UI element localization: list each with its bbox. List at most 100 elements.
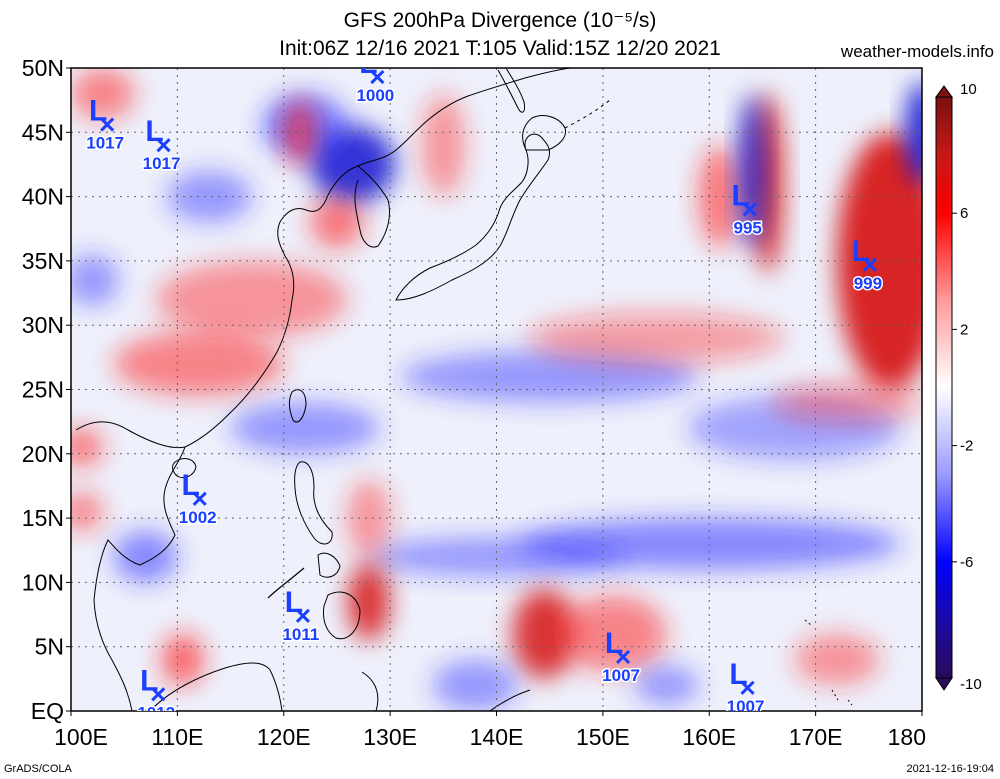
low-pressure-value: 1000 [356,86,394,105]
divergence-region-32 [634,665,699,705]
divergence-region-26 [422,93,465,197]
divergence-region-17 [368,537,625,576]
latitude-label: 25N [22,377,64,403]
lat-lon-grid [71,68,922,711]
low-pressure-value: 1002 [179,508,217,527]
divergence-region-8 [283,100,316,165]
coastline-korea [354,165,391,248]
divergence-region-28 [773,383,922,422]
coastline-japan [395,133,551,301]
divergence-region-21 [161,633,204,686]
low-pressure-value: 1017 [143,154,181,173]
low-pressure-value: 1012 [137,703,175,722]
coastline-sakhalin [497,68,525,113]
coastline-sulawesi [361,671,379,711]
latitude-label: 5N [35,634,64,660]
low-pressure-value: 1007 [602,666,640,685]
coastline-luzon [294,461,333,545]
longitude-label: 160E [682,724,736,750]
divergence-region-25 [71,254,119,306]
divergence-region-12 [113,331,284,396]
latitude-label: 40N [22,184,64,210]
longitude-label: 120E [257,724,311,750]
low-center-x [156,138,171,153]
divergence-region-13 [230,402,380,454]
longitude-labels: 100E 110E 120E 130E 140E 150E 160E 170E 180 [54,711,926,750]
divergence-region-24 [113,530,178,583]
coastline-visayas [317,552,341,578]
longitude-label: 180 [888,724,926,750]
latitude-label: EQ [31,698,64,724]
divergence-region-10 [310,196,364,249]
low-center-x [295,608,310,623]
divergence-region-11 [156,260,348,339]
low-center-x [862,257,877,272]
longitude-label: 100E [54,724,108,750]
colorbar-label: 10 [960,81,977,98]
low-center-x [742,202,757,217]
low-center-x [192,491,207,506]
divergence-region-19 [512,588,577,679]
divergence-region-33 [347,479,391,557]
colorbar-label: 6 [960,205,968,222]
low-pressure-value: 995 [733,218,761,237]
coastline-mindanao [323,591,361,640]
low-pressure-value: 1011 [282,625,319,644]
longitude-label: 150E [576,724,630,750]
site-credit: weather-models.info [840,42,994,61]
divergence-region-22 [71,428,103,467]
latitude-label: 50N [22,55,64,81]
colorbar-labels: 10 6 2 -2 -6 -10 [952,81,982,693]
footer-timestamp: 2021-12-16-19:04 [906,763,994,775]
title-line2: Init:06Z 12/16 2021 T:105 Valid:15Z 12/2… [279,37,721,60]
coastline-indochina [93,446,186,711]
low-pressure-value: 1017 [86,134,124,153]
coastline-taiwan [289,389,307,423]
colorbar-label: -10 [960,676,982,693]
latitude-label: 30N [22,312,64,338]
divergence-region-1 [836,132,922,390]
divergence-region-29 [166,170,252,223]
colorbar-bottom-triangle [935,677,953,691]
latitude-label: 20N [22,441,64,467]
longitude-label: 170E [789,724,843,750]
colorbar-label: -2 [960,438,973,455]
divergence-region-31 [794,633,880,686]
coastline-hawaii-chain [804,619,853,706]
low-center-x [370,69,385,85]
longitude-label: 140E [470,724,524,750]
latitude-label: 35N [22,248,64,274]
footer-software: GrADS/COLA [4,763,72,775]
divergence-region-15 [528,312,784,364]
low-center-x [616,649,631,665]
low-pressure-value: 999 [854,274,882,293]
latitude-label: 10N [22,569,64,595]
longitude-label: 130E [363,724,417,750]
colorbar: 10 6 2 -2 -6 -10 [935,81,982,693]
colorbar-label: -6 [960,554,973,571]
coastline-new-guinea [489,689,531,711]
divergence-region-20 [560,595,667,673]
low-pressure-value: 1007 [727,697,765,716]
divergence-region-30 [432,659,518,711]
low-center-x [740,680,755,695]
coastline-palawan [267,567,305,599]
divergence-region-5 [906,80,922,184]
divergence-region-9 [71,68,135,120]
longitude-label: 110E [151,724,203,750]
low-center-x [151,687,166,702]
latitude-labels: EQ 5N 10N 15N 20N 25N 30N 35N 40N 45N 50N [22,55,71,724]
divergence-region-23 [71,492,103,531]
